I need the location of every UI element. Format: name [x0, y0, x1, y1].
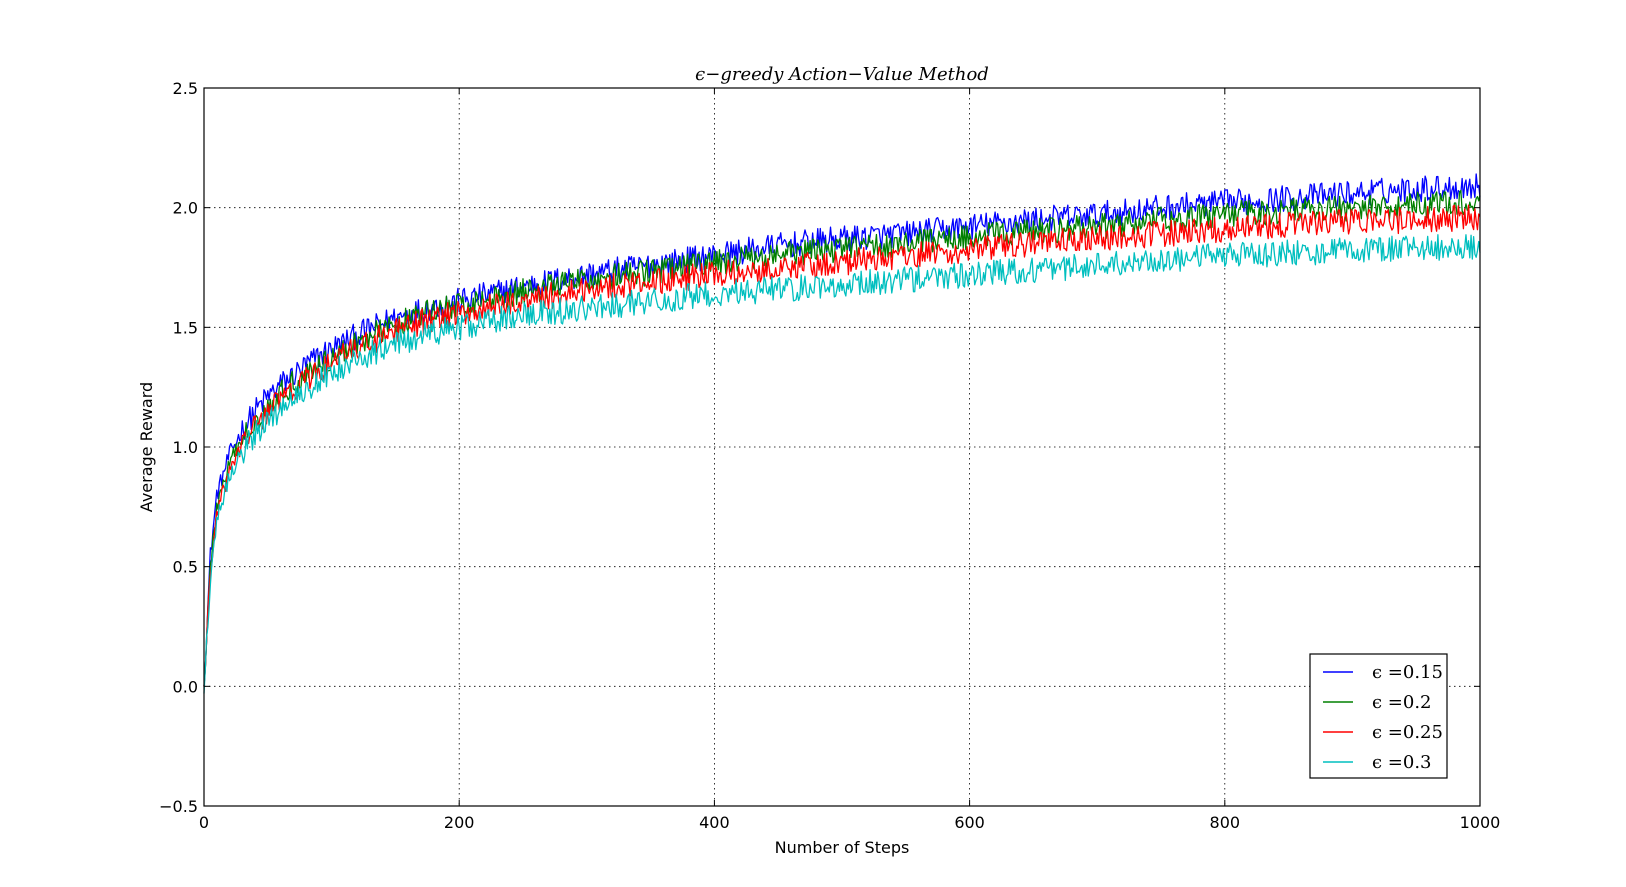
- legend-box: [1309, 653, 1448, 779]
- y-axis-label: Average Reward: [137, 382, 156, 512]
- legend: ϵ =0.15 ϵ =0.2 ϵ =0.25 ϵ =0.3: [1309, 653, 1448, 779]
- series-line-4: [203, 234, 1481, 694]
- x-tick-label: 200: [444, 813, 475, 832]
- y-tick-label: −0.5: [159, 797, 198, 816]
- chart-title: ϵ−greedy Action−Value Method: [695, 64, 989, 85]
- y-tick-label: 2.5: [173, 79, 198, 98]
- x-tick-label: 600: [954, 813, 985, 832]
- y-tick-label: 0.5: [173, 558, 198, 577]
- legend-label: ϵ =0.3: [1372, 752, 1432, 773]
- y-tick-label: 1.0: [173, 438, 198, 457]
- x-tick-label: 0: [199, 813, 209, 832]
- grid-lines: [204, 88, 1480, 806]
- legend-label: ϵ =0.2: [1372, 692, 1432, 713]
- series-line-3: [203, 204, 1481, 687]
- x-tick-label: 400: [699, 813, 730, 832]
- legend-label: ϵ =0.25: [1372, 722, 1443, 743]
- legend-items: ϵ =0.15 ϵ =0.2 ϵ =0.25 ϵ =0.3: [1323, 662, 1443, 773]
- series-line-2: [203, 189, 1481, 687]
- x-axis-label: Number of Steps: [775, 838, 910, 857]
- x-tick-label: 1000: [1460, 813, 1501, 832]
- y-tick-label: 0.0: [173, 677, 198, 696]
- series-lines: [203, 173, 1481, 694]
- y-tick-label: 2.0: [173, 199, 198, 218]
- legend-label: ϵ =0.15: [1372, 662, 1443, 683]
- x-tick-label: 800: [1210, 813, 1241, 832]
- axis-ticks: 0 200 400 600 800 1000 −0.5 0.0 0.5 1.0 1.5 2.0 2.5: [159, 79, 1500, 832]
- y-tick-label: 1.5: [173, 318, 198, 337]
